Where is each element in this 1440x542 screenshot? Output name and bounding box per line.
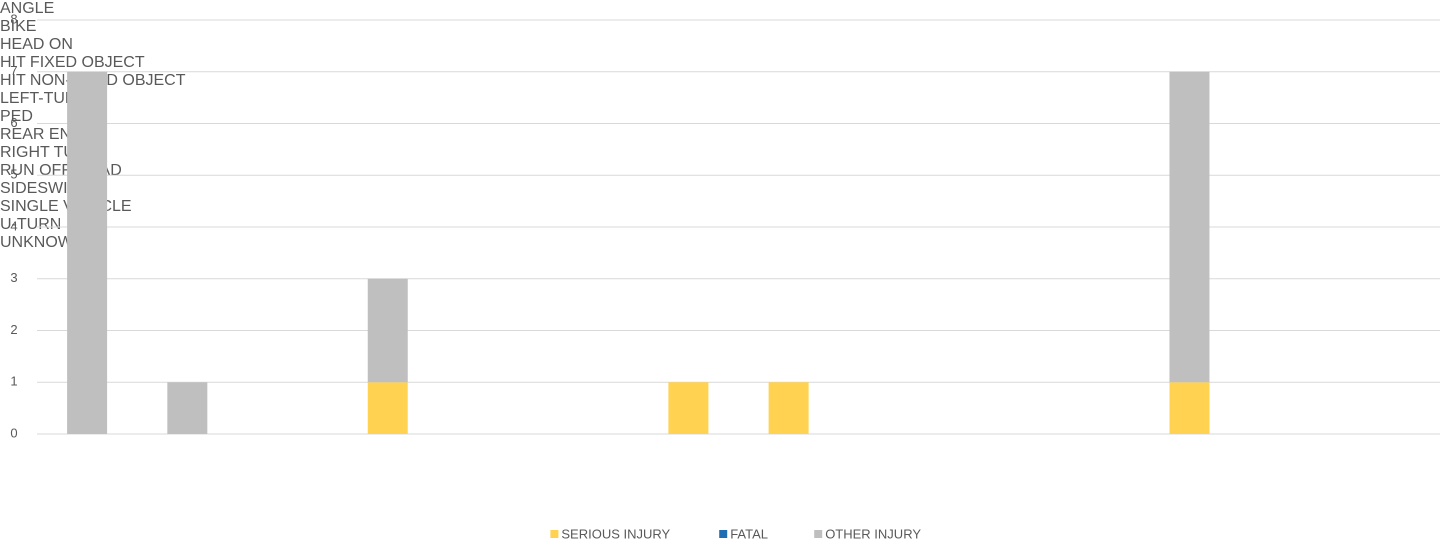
bar-segment — [768, 382, 809, 434]
legend-swatch — [814, 530, 823, 538]
bar-segment — [67, 71, 108, 434]
x-tick-label: HIT FIXED OBJECT — [0, 54, 145, 71]
legend-label: SERIOUS INJURY — [561, 526, 670, 541]
bar-segment — [367, 278, 408, 383]
legend-label: OTHER INJURY — [825, 526, 921, 541]
y-tick-label: 8 — [10, 11, 17, 26]
x-tick-label: U-TURN — [0, 216, 62, 233]
bar-segment — [1169, 71, 1210, 383]
y-tick-label: 0 — [10, 425, 17, 440]
x-tick-label: ANGLE — [0, 0, 55, 17]
x-tick-label: SIDESWIPE — [0, 180, 89, 197]
legend-swatch — [719, 530, 728, 538]
x-tick-label: BIKE — [0, 18, 37, 35]
x-tick-label: REAR END — [0, 126, 83, 143]
y-tick-label: 6 — [10, 115, 17, 130]
y-tick-label: 4 — [10, 218, 17, 233]
x-tick-label: HEAD ON — [0, 36, 73, 53]
x-tick-label: LEFT-TURN — [0, 90, 88, 107]
legend-swatch — [550, 530, 559, 538]
y-tick-label: 1 — [10, 374, 17, 389]
legend-label: FATAL — [730, 526, 768, 541]
y-tick-label: 2 — [10, 322, 17, 337]
bar-segment — [668, 382, 709, 434]
bar-segment — [167, 382, 208, 434]
bar-segment — [367, 382, 408, 434]
x-tick-label: UNKNOWN — [0, 234, 85, 251]
bar-segment — [1169, 382, 1210, 434]
y-tick-label: 3 — [10, 270, 17, 285]
x-tick-label: PED — [0, 108, 33, 125]
y-tick-label: 5 — [10, 167, 17, 182]
y-tick-label: 7 — [10, 63, 17, 78]
